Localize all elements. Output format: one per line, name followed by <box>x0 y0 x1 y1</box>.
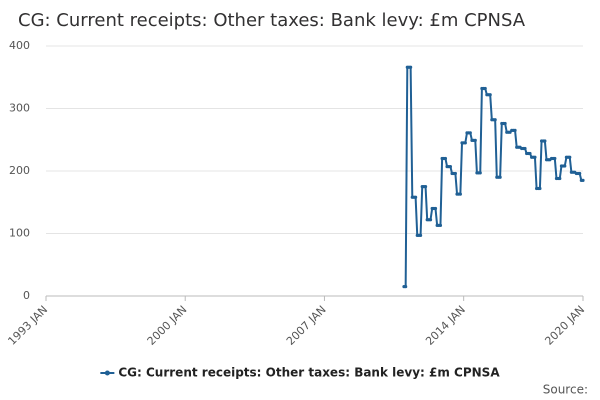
point <box>488 93 492 97</box>
point <box>438 223 443 227</box>
point <box>453 171 457 176</box>
point <box>443 156 448 161</box>
point <box>468 131 472 135</box>
x-tick-label: 2000 JAN <box>145 303 190 348</box>
y-tick-label: 300 <box>9 102 30 115</box>
point <box>414 195 418 199</box>
point <box>568 155 572 159</box>
source: Source: <box>543 383 588 397</box>
y-tick-label: 100 <box>9 227 30 240</box>
y-tick-label: 200 <box>9 164 30 177</box>
point <box>458 192 462 196</box>
x-tick-label: 1993 JAN <box>5 303 50 348</box>
x-tick-label: 2007 JAN <box>284 303 329 348</box>
legend-label: CG: Current receipts: Other taxes: Bank … <box>118 366 500 380</box>
point <box>423 185 428 189</box>
point <box>533 155 537 159</box>
point <box>478 171 482 175</box>
point <box>513 128 517 132</box>
y-tick-label: 0 <box>23 289 30 302</box>
point <box>503 121 507 126</box>
x-tick-label: 2020 JAN <box>542 303 587 348</box>
point <box>448 165 453 169</box>
y-tick-label: 400 <box>9 39 30 52</box>
point <box>581 178 585 182</box>
x-tick-label: 2014 JAN <box>423 303 468 348</box>
point <box>418 233 423 237</box>
point <box>523 146 527 151</box>
point <box>563 164 567 168</box>
point <box>528 151 532 156</box>
point <box>433 206 438 211</box>
point <box>558 176 562 181</box>
point <box>404 285 408 289</box>
point <box>578 171 582 176</box>
chart-title: CG: Current receipts: Other taxes: Bank … <box>18 10 526 31</box>
point <box>409 65 413 69</box>
point <box>473 138 477 142</box>
point <box>493 118 497 122</box>
point <box>428 218 433 222</box>
point <box>538 186 542 191</box>
point <box>483 86 487 91</box>
point <box>498 175 502 179</box>
point <box>463 141 467 145</box>
legend-marker <box>104 370 110 376</box>
point <box>543 139 547 143</box>
point <box>553 156 557 161</box>
